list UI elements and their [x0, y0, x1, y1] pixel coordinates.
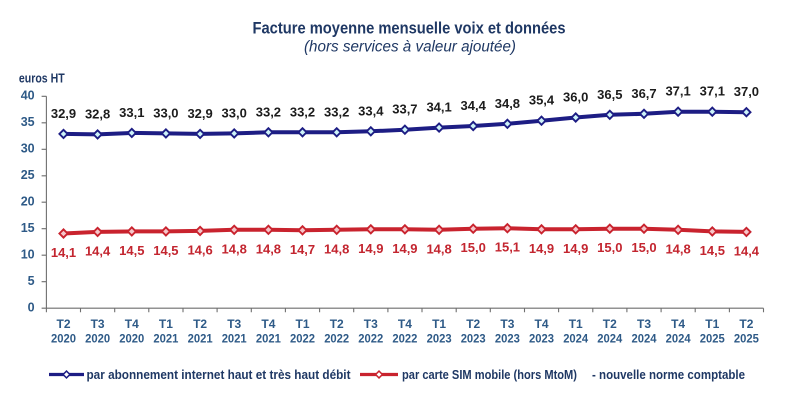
svg-text:15,0: 15,0 — [461, 240, 486, 255]
svg-text:2022: 2022 — [290, 331, 315, 345]
svg-text:33,4: 33,4 — [358, 103, 384, 118]
svg-text:2023: 2023 — [495, 331, 520, 345]
svg-text:T4: T4 — [671, 317, 685, 331]
svg-text:32,9: 32,9 — [51, 106, 76, 121]
svg-text:35: 35 — [21, 115, 35, 129]
svg-text:0: 0 — [28, 301, 35, 315]
svg-text:2020: 2020 — [85, 331, 110, 345]
svg-text:36,7: 36,7 — [631, 86, 656, 101]
svg-text:T3: T3 — [364, 317, 378, 331]
svg-text:14,7: 14,7 — [290, 242, 315, 257]
svg-text:15: 15 — [21, 221, 35, 235]
svg-text:2021: 2021 — [153, 331, 178, 345]
svg-text:14,8: 14,8 — [222, 241, 247, 256]
svg-text:2020: 2020 — [51, 331, 76, 345]
svg-text:37,1: 37,1 — [700, 84, 725, 99]
svg-text:15,0: 15,0 — [631, 240, 656, 255]
svg-text:2021: 2021 — [222, 331, 247, 345]
svg-text:32,9: 32,9 — [187, 106, 212, 121]
svg-text:14,8: 14,8 — [324, 241, 349, 256]
svg-text:15,1: 15,1 — [495, 240, 520, 255]
svg-text:36,5: 36,5 — [597, 87, 622, 102]
svg-text:Facture moyenne mensuelle voix: Facture moyenne mensuelle voix et donnée… — [253, 20, 566, 38]
svg-text:2024: 2024 — [597, 331, 622, 345]
svg-text:14,8: 14,8 — [665, 241, 690, 256]
svg-text:T3: T3 — [91, 317, 105, 331]
svg-text:T2: T2 — [193, 317, 207, 331]
svg-text:33,2: 33,2 — [324, 104, 349, 119]
svg-text:T4: T4 — [125, 317, 139, 331]
svg-text:2024: 2024 — [563, 331, 588, 345]
svg-text:- nouvelle norme comptable: - nouvelle norme comptable — [592, 368, 745, 382]
svg-text:14,1: 14,1 — [51, 245, 76, 260]
svg-text:T3: T3 — [500, 317, 514, 331]
svg-text:33,2: 33,2 — [256, 104, 281, 119]
svg-text:14,5: 14,5 — [153, 243, 178, 258]
svg-text:(hors services à valeur ajouté: (hors services à valeur ajoutée) — [304, 39, 516, 56]
svg-text:T1: T1 — [159, 317, 173, 331]
svg-text:T4: T4 — [398, 317, 412, 331]
svg-text:T1: T1 — [295, 317, 309, 331]
svg-text:34,8: 34,8 — [495, 96, 520, 111]
svg-text:2022: 2022 — [324, 331, 349, 345]
svg-text:T1: T1 — [705, 317, 719, 331]
svg-text:14,9: 14,9 — [392, 241, 417, 256]
svg-text:32,8: 32,8 — [85, 106, 110, 121]
svg-text:T1: T1 — [569, 317, 583, 331]
svg-text:14,6: 14,6 — [187, 242, 212, 257]
svg-text:par carte SIM mobile (hors Mto: par carte SIM mobile (hors MtoM) — [402, 368, 577, 382]
svg-text:33,2: 33,2 — [290, 104, 315, 119]
svg-text:14,8: 14,8 — [426, 241, 451, 256]
svg-text:14,9: 14,9 — [563, 241, 588, 256]
svg-text:T4: T4 — [534, 317, 548, 331]
svg-text:2023: 2023 — [461, 331, 486, 345]
svg-text:37,1: 37,1 — [665, 84, 690, 99]
svg-text:35,4: 35,4 — [529, 93, 555, 108]
svg-text:T2: T2 — [56, 317, 70, 331]
svg-text:14,5: 14,5 — [700, 243, 725, 258]
svg-text:2025: 2025 — [700, 331, 725, 345]
svg-text:T2: T2 — [739, 317, 753, 331]
svg-text:2023: 2023 — [427, 331, 452, 345]
svg-text:30: 30 — [21, 142, 35, 156]
svg-text:2025: 2025 — [734, 331, 759, 345]
svg-text:37,0: 37,0 — [734, 84, 759, 99]
svg-text:14,4: 14,4 — [85, 243, 111, 258]
svg-text:2024: 2024 — [666, 331, 691, 345]
svg-text:euros HT: euros HT — [19, 71, 65, 85]
svg-text:T3: T3 — [637, 317, 651, 331]
svg-text:14,9: 14,9 — [358, 241, 383, 256]
svg-text:2021: 2021 — [256, 331, 281, 345]
svg-text:14,4: 14,4 — [734, 243, 760, 258]
svg-text:T3: T3 — [227, 317, 241, 331]
svg-text:2022: 2022 — [358, 331, 383, 345]
svg-text:2021: 2021 — [188, 331, 213, 345]
svg-text:T1: T1 — [432, 317, 446, 331]
svg-text:14,9: 14,9 — [529, 241, 554, 256]
svg-text:25: 25 — [21, 168, 35, 182]
svg-text:10: 10 — [21, 248, 35, 262]
svg-text:2023: 2023 — [529, 331, 554, 345]
svg-text:par abonnement internet haut e: par abonnement internet haut et très hau… — [87, 368, 352, 382]
svg-text:T4: T4 — [261, 317, 275, 331]
svg-text:T2: T2 — [603, 317, 617, 331]
svg-text:34,1: 34,1 — [426, 100, 451, 115]
svg-text:14,5: 14,5 — [119, 243, 144, 258]
svg-text:33,1: 33,1 — [119, 105, 144, 120]
svg-text:33,0: 33,0 — [153, 105, 178, 120]
svg-text:15,0: 15,0 — [597, 240, 622, 255]
svg-text:20: 20 — [21, 195, 35, 209]
svg-text:2020: 2020 — [119, 331, 144, 345]
svg-text:2024: 2024 — [632, 331, 657, 345]
svg-text:40: 40 — [21, 89, 35, 103]
svg-text:T2: T2 — [466, 317, 480, 331]
svg-text:T2: T2 — [330, 317, 344, 331]
svg-text:14,8: 14,8 — [256, 241, 281, 256]
svg-text:2022: 2022 — [392, 331, 417, 345]
svg-text:36,0: 36,0 — [563, 90, 588, 105]
svg-text:33,7: 33,7 — [392, 102, 417, 117]
svg-text:5: 5 — [28, 274, 35, 288]
svg-text:34,4: 34,4 — [461, 98, 487, 113]
svg-text:33,0: 33,0 — [222, 105, 247, 120]
